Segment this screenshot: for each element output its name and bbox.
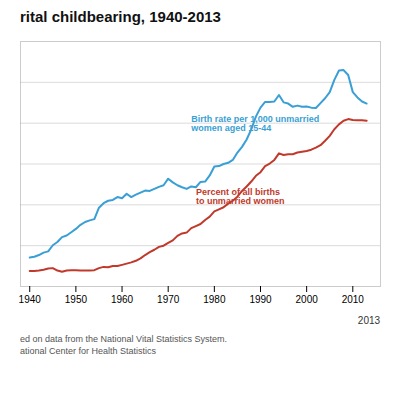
svg-text:1970: 1970: [157, 294, 180, 305]
svg-text:2000: 2000: [296, 294, 319, 305]
svg-text:1990: 1990: [249, 294, 272, 305]
svg-text:Percent of all birthsto unmarr: Percent of all birthsto unmarried women: [196, 187, 285, 206]
svg-text:1960: 1960: [111, 294, 134, 305]
html-text:ational Center for Health Stat: ational Center for Health Statistics: [20, 346, 157, 356]
svg-text:1950: 1950: [65, 294, 88, 305]
svg-text:1940: 1940: [19, 294, 42, 305]
svg-text:2013: 2013: [358, 315, 381, 326]
html-text:rital childbearing, 1940-2013: rital childbearing, 1940-2013: [20, 8, 221, 25]
svg-text:Birth rate per 1,000 unmarried: Birth rate per 1,000 unmarriedwomen aged…: [190, 114, 319, 133]
html-text:ed on data from the National V: ed on data from the National Vital Stati…: [20, 334, 227, 344]
svg-text:1980: 1980: [203, 294, 226, 305]
svg-text:2010: 2010: [342, 294, 365, 305]
